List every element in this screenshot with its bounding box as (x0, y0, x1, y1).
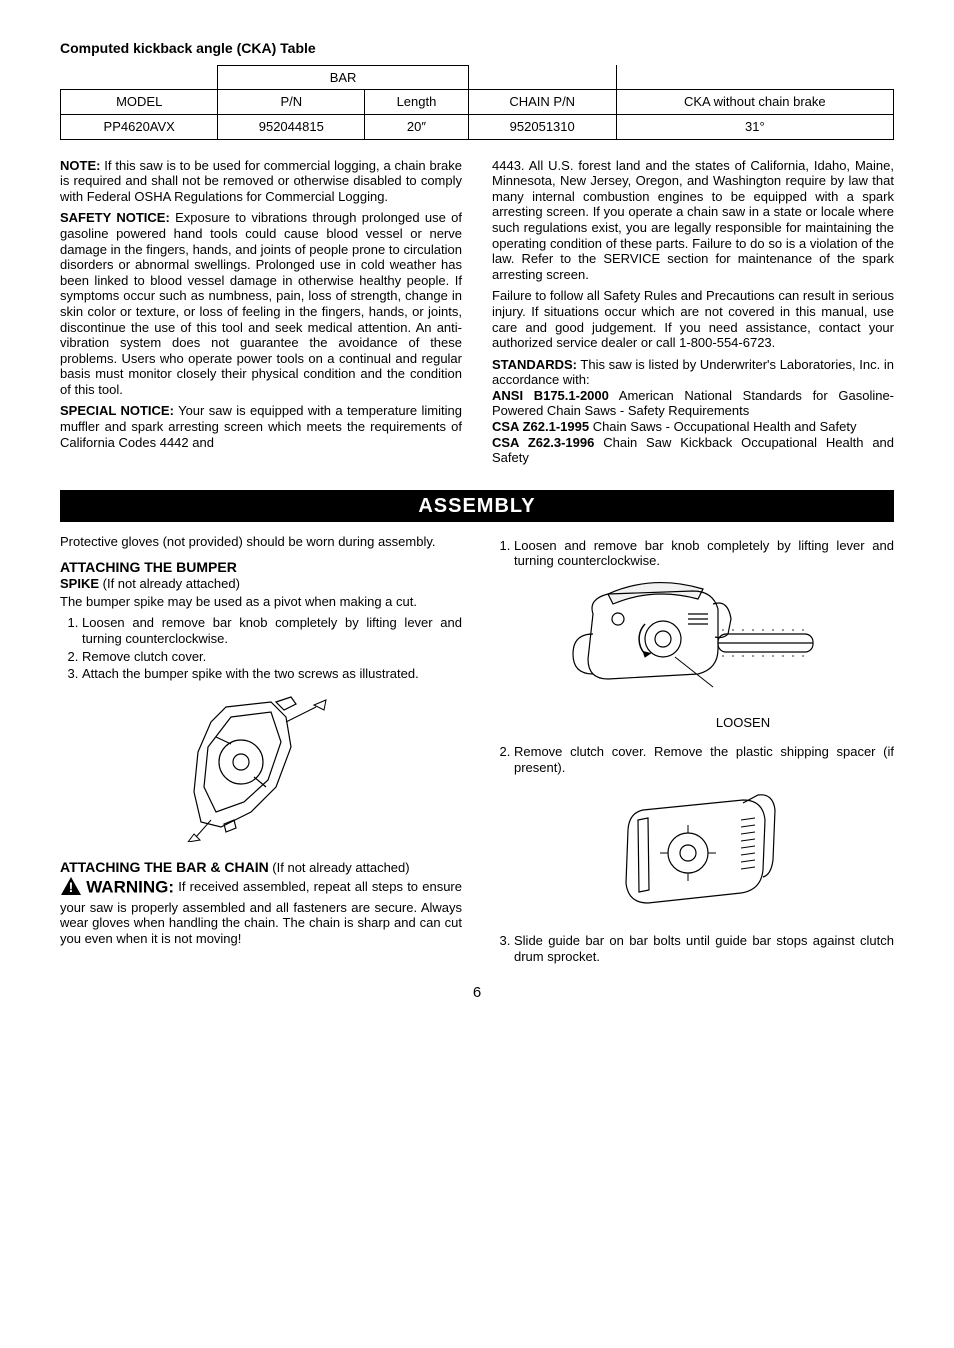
barchain-line: ATTACHING THE BAR & CHAIN (If not alread… (60, 859, 462, 876)
ansi-label: ANSI B175.1-2000 (492, 388, 609, 403)
csa1-para: CSA Z62.1-1995 Chain Saws - Occupational… (492, 419, 894, 435)
bumper-intro: The bumper spike may be used as a pivot … (60, 594, 462, 610)
bumper-head: ATTACHING THE BUMPER (60, 559, 462, 576)
page-number: 6 (60, 984, 894, 1002)
right-step-1: Loosen and remove bar knob completely by… (514, 538, 894, 569)
standards-label: STANDARDS: (492, 357, 577, 372)
col-pn: P/N (218, 90, 365, 115)
cell-chainpn: 952051310 (468, 114, 616, 139)
warning-icon: ! (60, 876, 82, 900)
right-step-2: Remove clutch cover. Remove the plastic … (514, 744, 894, 775)
top-left-col: NOTE: If this saw is to be used for comm… (60, 158, 462, 472)
special-para: SPECIAL NOTICE: Your saw is equipped wit… (60, 403, 462, 450)
right-steps-3: Slide guide bar on bar bolts until guide… (492, 933, 894, 964)
cell-pn: 952044815 (218, 114, 365, 139)
csa1-label: CSA Z62.1-1995 (492, 419, 589, 434)
assembly-header: ASSEMBLY (60, 490, 894, 522)
blank-cell (468, 65, 616, 90)
top-right-col: 4443. All U.S. forest land and the state… (492, 158, 894, 472)
barchain-head: ATTACHING THE BAR & CHAIN (60, 859, 269, 875)
bumper-step-1: Loosen and remove bar knob completely by… (82, 615, 462, 646)
safety-body: Exposure to vibrations through prolonged… (60, 210, 462, 397)
top-columns: NOTE: If this saw is to be used for comm… (60, 158, 894, 472)
assembly-right: Loosen and remove bar knob completely by… (492, 534, 894, 972)
bumper-steps: Loosen and remove bar knob completely by… (60, 615, 462, 681)
note-label: NOTE: (60, 158, 100, 173)
col-chainpn: CHAIN P/N (468, 90, 616, 115)
spike-label: SPIKE (60, 576, 99, 591)
barchain-note: (If not already attached) (269, 860, 410, 875)
col-model: MODEL (61, 90, 218, 115)
right-steps-2: Remove clutch cover. Remove the plastic … (492, 744, 894, 775)
cell-length: 20″ (365, 114, 469, 139)
bumper-step-2: Remove clutch cover. (82, 649, 462, 665)
loosen-illustration: LOOSEN (492, 579, 894, 730)
special-label: SPECIAL NOTICE: (60, 403, 174, 418)
para-4443: 4443. All U.S. forest land and the state… (492, 158, 894, 283)
safety-label: SAFETY NOTICE: (60, 210, 170, 225)
standards-para: STANDARDS: This saw is listed by Underwr… (492, 357, 894, 388)
table-title: Computed kickback angle (CKA) Table (60, 40, 894, 57)
bar-header: BAR (218, 65, 468, 90)
col-cka: CKA without chain brake (616, 90, 893, 115)
bumper-step-3: Attach the bumper spike with the two scr… (82, 666, 462, 682)
warning-para: ! WARNING: If received assembled, repeat… (60, 876, 462, 946)
note-body: If this saw is to be used for commercial… (60, 158, 462, 204)
ansi-para: ANSI B175.1-2000 American National Stand… (492, 388, 894, 419)
blank-cell (616, 65, 893, 90)
safety-para: SAFETY NOTICE: Exposure to vibrations th… (60, 210, 462, 397)
bumper-illustration (60, 692, 462, 846)
warning-label: WARNING: (86, 878, 174, 897)
spike-line: SPIKE (If not already attached) (60, 576, 462, 592)
blank-cell (61, 65, 218, 90)
spike-note: (If not already attached) (99, 576, 240, 591)
assembly-columns: Protective gloves (not provided) should … (60, 534, 894, 972)
loosen-label: LOOSEN (592, 715, 894, 731)
col-length: Length (365, 90, 469, 115)
note-para: NOTE: If this saw is to be used for comm… (60, 158, 462, 205)
csa1-body: Chain Saws - Occupational Health and Saf… (589, 419, 856, 434)
cover-illustration (492, 785, 894, 919)
svg-text:!: ! (69, 879, 74, 895)
cell-cka: 31° (616, 114, 893, 139)
right-steps-1: Loosen and remove bar knob completely by… (492, 538, 894, 569)
cka-table: BAR MODEL P/N Length CHAIN P/N CKA witho… (60, 65, 894, 140)
right-step-3: Slide guide bar on bar bolts until guide… (514, 933, 894, 964)
assembly-left: Protective gloves (not provided) should … (60, 534, 462, 972)
csa2-label: CSA Z62.3-1996 (492, 435, 594, 450)
csa2-para: CSA Z62.3-1996 Chain Saw Kickback Occupa… (492, 435, 894, 466)
cell-model: PP4620AVX (61, 114, 218, 139)
para-failure: Failure to follow all Safety Rules and P… (492, 288, 894, 350)
assembly-intro: Protective gloves (not provided) should … (60, 534, 462, 550)
